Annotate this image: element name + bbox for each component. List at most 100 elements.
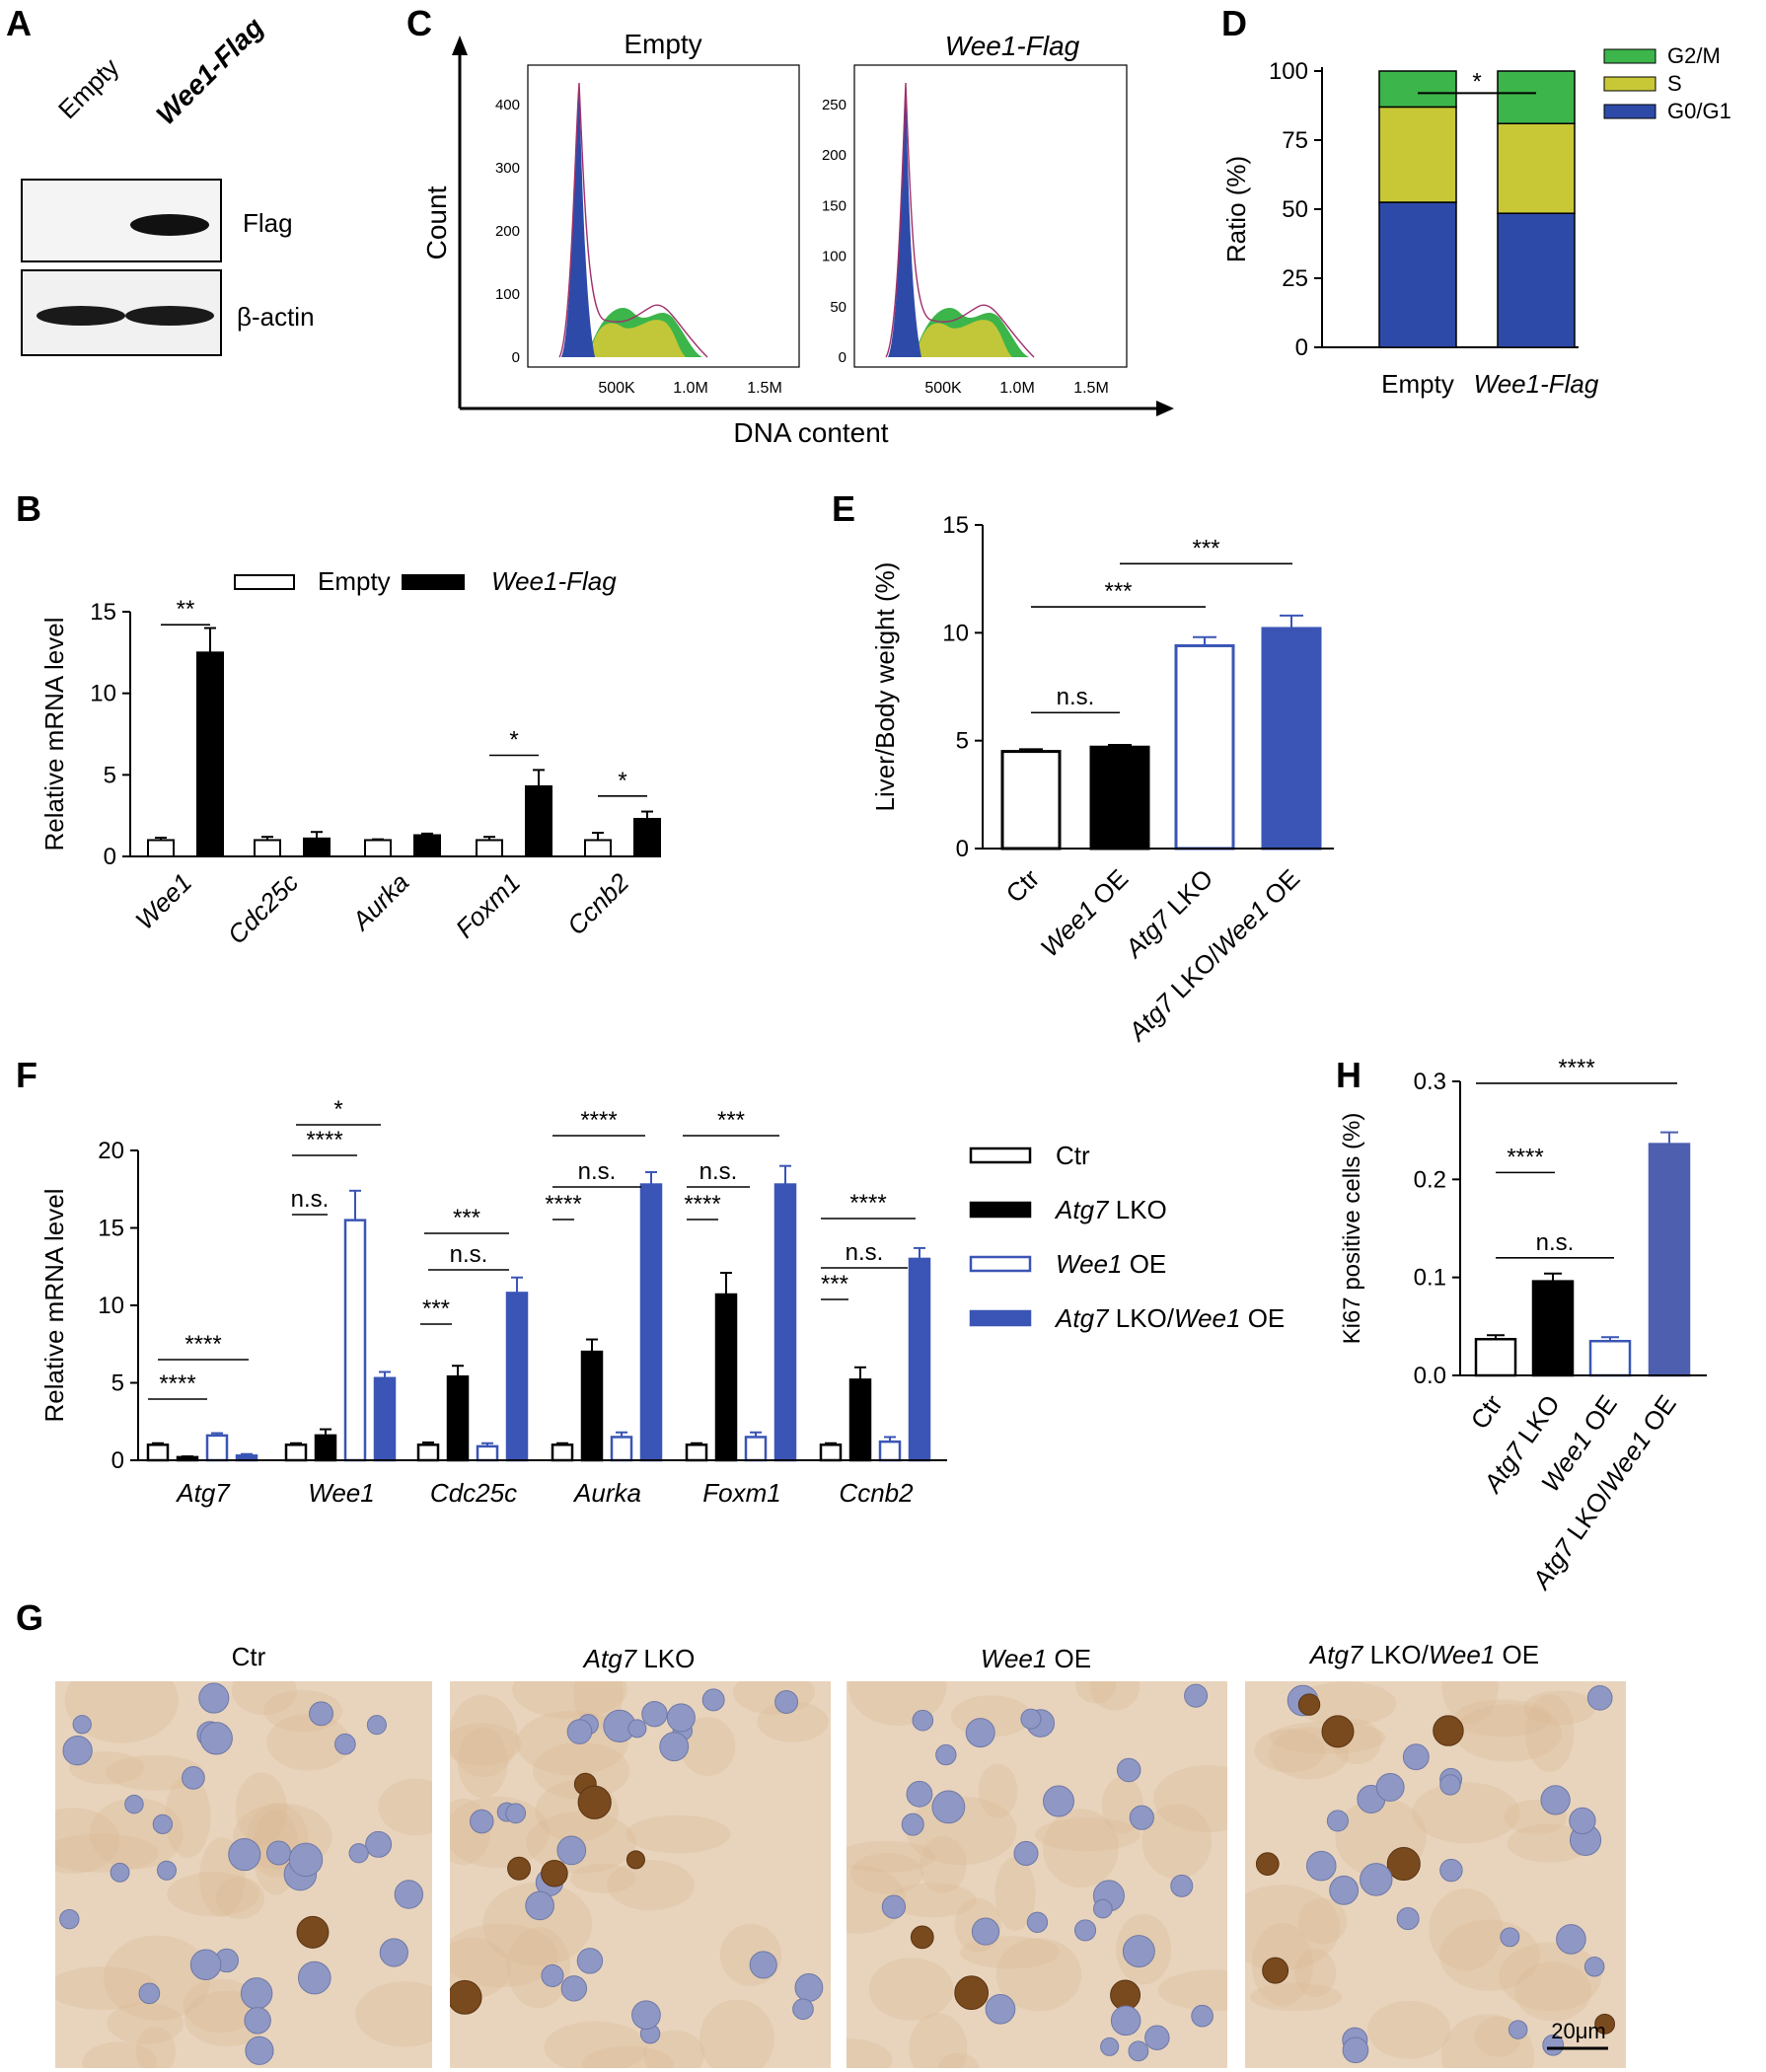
hematoxylin-nucleus: [110, 1862, 130, 1883]
bar-series-1: [714, 1293, 738, 1462]
hematoxylin-nucleus: [309, 1701, 333, 1727]
legend-swatch: [969, 1255, 1032, 1273]
cytoplasm-blob: [82, 2041, 157, 2068]
scale-bar-label: 20μm: [1551, 2019, 1605, 2043]
ihc-tile-content: [55, 1681, 432, 2068]
bar-series-2: [476, 1444, 499, 1462]
sig-label: *: [1472, 68, 1481, 95]
bar-series-1: [314, 1434, 337, 1462]
panel-label-d: D: [1221, 3, 1247, 43]
cytoplasm-blob: [1074, 1681, 1117, 1704]
hematoxylin-nucleus: [1129, 1805, 1154, 1830]
cytoplasm-blob: [1294, 1681, 1397, 1727]
bar-series-2: [205, 1434, 229, 1462]
panel-f-mrna-groups: 0 5 10 15 20 Relative mRNA level Atg7 Wee1 Cdc25…: [39, 1096, 1285, 1508]
hematoxylin-nucleus: [1396, 1907, 1420, 1931]
ki67-positive-nucleus: [541, 1860, 568, 1887]
hematoxylin-nucleus: [1540, 1785, 1571, 1815]
hematoxylin-nucleus: [288, 1842, 324, 1878]
hematoxylin-nucleus: [560, 1975, 588, 2002]
legend-label: Atg7 LKO/Wee1 OE: [1054, 1303, 1285, 1333]
flow-y-tick-label: 400: [495, 97, 520, 113]
cytoplasm-blob: [55, 1808, 120, 1875]
hematoxylin-nucleus: [297, 1961, 331, 1995]
flow-g0g1-peak: [888, 85, 921, 357]
hematoxylin-nucleus: [881, 1894, 907, 1919]
cytoplasm-blob: [165, 1775, 211, 1859]
hematoxylin-nucleus: [1026, 1911, 1049, 1933]
x-category-label: Cdc25c: [222, 867, 305, 950]
ki67-positive-nucleus: [1386, 1846, 1421, 1882]
stacked-bar-segment: [1378, 106, 1457, 203]
flow-y-tick-label: 250: [822, 97, 846, 113]
hematoxylin-nucleus: [566, 1719, 593, 1744]
y-axis-label: Liver/Body weight (%): [870, 562, 900, 812]
legend-label: S: [1667, 71, 1682, 96]
panel-label-h: H: [1336, 1055, 1361, 1095]
cytoplasm-blob: [938, 2052, 980, 2068]
cytoplasm-blob: [1297, 1897, 1348, 1945]
cytoplasm-blob: [643, 2030, 705, 2068]
cytoplasm-blob: [1153, 1765, 1227, 1832]
ki67-positive-nucleus: [1594, 2013, 1616, 2035]
cytoplasm-blob: [889, 1883, 977, 1918]
cytoplasm-blob: [183, 1978, 258, 2033]
cytoplasm-blob: [235, 1772, 288, 1846]
x-category-label: Cdc25c: [430, 1478, 517, 1508]
x-category-label: Wee1-Flag: [1474, 369, 1599, 399]
cytoplasm-blob: [1043, 1809, 1119, 1888]
hematoxylin-nucleus: [244, 2007, 271, 2035]
cytoplasm-blob: [920, 1836, 967, 1893]
panel-label-e: E: [832, 488, 855, 529]
hematoxylin-nucleus: [1020, 1708, 1042, 1730]
sig-label: ****: [580, 1107, 617, 1134]
cytoplasm-blob: [1034, 1817, 1141, 1852]
ihc-tile-content: [1245, 1681, 1616, 2068]
panel-b-mrna: 0 5 10 15 Relative mRNA level Wee1 Cdc25c Aurka…: [39, 566, 661, 950]
bar-series-2: [878, 1440, 902, 1462]
flow-s-area: [589, 320, 686, 357]
y-tick-label: 15: [98, 1216, 124, 1242]
cytoplasm-blob: [378, 1778, 432, 1836]
x-category-label: Ctr: [1464, 1389, 1508, 1435]
flow-plot-frame: [527, 64, 800, 368]
x-category-label: Aurka: [572, 1478, 641, 1508]
x-category-label: Foxm1: [450, 867, 526, 943]
hematoxylin-nucleus: [348, 1843, 369, 1864]
y-axis-label: Relative mRNA level: [39, 618, 69, 851]
cytoplasm-blob: [55, 1833, 159, 1873]
cytoplasm-blob: [516, 1710, 628, 1776]
sig-label: ***: [821, 1271, 848, 1297]
hematoxylin-nucleus: [1342, 2036, 1369, 2064]
panel-c-x-label: DNA content: [733, 417, 888, 448]
cytoplasm-blob: [107, 2002, 184, 2044]
legend-swatch: [969, 1201, 1032, 1219]
cytoplasm-blob: [1249, 1983, 1343, 2012]
bar-series-3: [773, 1183, 797, 1462]
hematoxylin-nucleus: [631, 2000, 661, 2031]
legend-swatch-empty: [234, 574, 295, 590]
y-tick-label: 20: [98, 1138, 124, 1164]
hematoxylin-nucleus: [1439, 1774, 1461, 1796]
flow-x-tick-label: 1.0M: [999, 380, 1035, 397]
cytoplasm-blob: [846, 1840, 936, 1873]
ki67-positive-nucleus: [625, 1850, 645, 1870]
bar-series-0: [284, 1443, 308, 1462]
cytoplasm-blob: [581, 2045, 674, 2068]
y-tick-label: 10: [98, 1293, 124, 1319]
cytoplasm-blob: [1254, 1729, 1326, 1773]
y-tick-label: 0: [956, 836, 969, 862]
y-tick-label: 0: [104, 844, 116, 870]
y-tick-label: 5: [104, 762, 116, 788]
hematoxylin-nucleus: [199, 1722, 233, 1755]
hematoxylin-nucleus: [525, 1890, 554, 1921]
sig-label: n.s.: [291, 1186, 330, 1213]
hematoxylin-nucleus: [1586, 1684, 1613, 1711]
flow-x-tick-label: 500K: [924, 380, 962, 397]
hematoxylin-nucleus: [62, 1736, 93, 1766]
blot-band-actin-wee1: [125, 306, 214, 326]
cytoplasm-blob: [450, 1796, 550, 1869]
bar-series-1: [580, 1350, 604, 1462]
bar-empty: [584, 839, 612, 858]
